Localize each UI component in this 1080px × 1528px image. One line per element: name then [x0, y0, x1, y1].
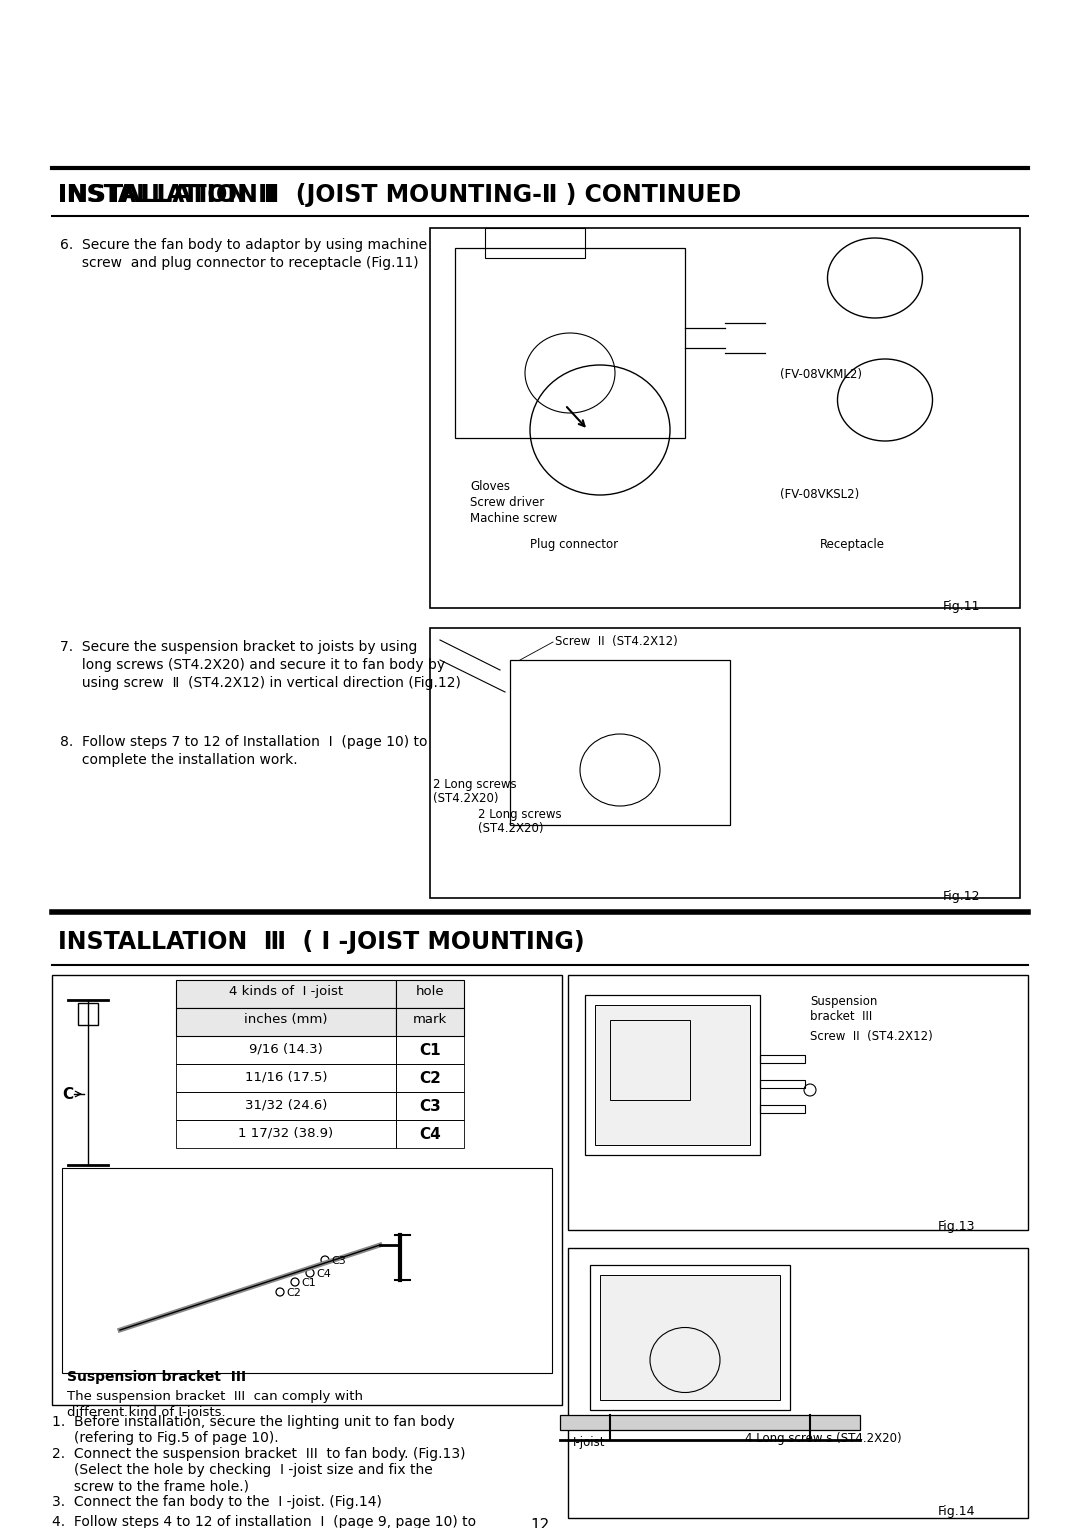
Bar [585, 995, 760, 1155]
Bar [396, 1036, 464, 1063]
Text: Fig.11: Fig.11 [943, 601, 980, 613]
Text: 2.  Connect the suspension bracket  III  to fan body. (Fig.13)
     (Select the : 2. Connect the suspension bracket III to… [52, 1447, 465, 1493]
Text: C: C [62, 1086, 73, 1102]
Text: C2: C2 [286, 1288, 301, 1297]
Text: 1.  Before installation, secure the lighting unit to fan body
     (refering to : 1. Before installation, secure the light… [52, 1415, 455, 1445]
Text: Receptacle: Receptacle [820, 538, 885, 552]
Bar [590, 1265, 789, 1410]
Text: Fig.14: Fig.14 [937, 1505, 975, 1517]
Bar [760, 1105, 805, 1112]
Text: (FV-08VKML2): (FV-08VKML2) [780, 368, 862, 380]
Text: C1: C1 [419, 1044, 441, 1057]
Bar [78, 1002, 98, 1025]
Text: 8.  Follow steps 7 to 12 of Installation  Ⅰ  (page 10) to: 8. Follow steps 7 to 12 of Installation … [60, 735, 428, 749]
Bar [568, 975, 1028, 1230]
Bar [62, 1167, 552, 1374]
Text: C2: C2 [419, 1071, 441, 1086]
Bar [176, 1008, 396, 1036]
Text: Screw  II  (ST4.2X12): Screw II (ST4.2X12) [810, 1030, 933, 1044]
Text: mark: mark [413, 1013, 447, 1025]
Text: 9/16 (14.3): 9/16 (14.3) [249, 1044, 323, 1056]
Text: INSTALLATION: INSTALLATION [58, 183, 275, 206]
Bar [568, 1248, 1028, 1517]
Bar [561, 1415, 860, 1430]
Text: complete the installation work.: complete the installation work. [60, 753, 298, 767]
Text: Screw  II  (ST4.2X12): Screw II (ST4.2X12) [555, 636, 678, 648]
Text: 4.  Follow steps 4 to 12 of installation  I  (page 9, page 10) to
     complete : 4. Follow steps 4 to 12 of installation … [52, 1514, 476, 1528]
Text: II: II [258, 183, 276, 206]
Text: using screw  Ⅱ  (ST4.2X12) in vertical direction (Fig.12): using screw Ⅱ (ST4.2X12) in vertical dir… [60, 675, 461, 691]
Text: (ST4.2X20): (ST4.2X20) [433, 792, 499, 805]
Text: Fig.12: Fig.12 [943, 889, 980, 903]
Bar [176, 1063, 396, 1093]
Text: Plug connector: Plug connector [530, 538, 618, 552]
Bar [760, 1080, 805, 1088]
Bar [610, 1021, 690, 1100]
Bar [176, 1120, 396, 1148]
Text: long screws (ST4.2X20) and secure it to fan body by: long screws (ST4.2X20) and secure it to … [60, 659, 445, 672]
Text: 31/32 (24.6): 31/32 (24.6) [245, 1099, 327, 1112]
Bar [176, 1093, 396, 1120]
Bar [176, 979, 396, 1008]
Bar [430, 628, 1020, 898]
Text: INSTALLATION  Ⅲ  ( I -JOIST MOUNTING): INSTALLATION Ⅲ ( I -JOIST MOUNTING) [58, 931, 584, 953]
Text: Suspension bracket  III: Suspension bracket III [67, 1371, 246, 1384]
Text: 12: 12 [530, 1517, 550, 1528]
Bar [176, 1036, 396, 1063]
Text: Screw driver: Screw driver [470, 497, 544, 509]
Bar [396, 1063, 464, 1093]
Text: I-joist: I-joist [573, 1436, 606, 1449]
Text: Gloves: Gloves [470, 480, 510, 494]
Text: INSTALLATION  Ⅱ  (JOIST MOUNTING-Ⅱ ) CONTINUED: INSTALLATION Ⅱ (JOIST MOUNTING-Ⅱ ) CONTI… [58, 183, 741, 206]
Text: C3: C3 [419, 1099, 441, 1114]
Text: (ST4.2X20): (ST4.2X20) [478, 822, 543, 834]
Text: 2 Long screws: 2 Long screws [478, 808, 562, 821]
Text: 1 17/32 (38.9): 1 17/32 (38.9) [239, 1128, 334, 1140]
Text: different kind of I-joists.: different kind of I-joists. [67, 1406, 226, 1420]
Bar [760, 1054, 805, 1063]
Bar [455, 248, 685, 439]
Text: 11/16 (17.5): 11/16 (17.5) [245, 1071, 327, 1083]
Text: Fig.13: Fig.13 [937, 1219, 975, 1233]
Text: 2 Long screws: 2 Long screws [433, 778, 516, 792]
Text: C3: C3 [330, 1256, 346, 1267]
Bar [396, 1093, 464, 1120]
Text: C1: C1 [301, 1277, 315, 1288]
Text: Suspension
bracket  III: Suspension bracket III [810, 995, 877, 1024]
Text: screw  and plug connector to receptacle (Fig.11): screw and plug connector to receptacle (… [60, 257, 419, 270]
Bar [595, 1005, 750, 1144]
Bar [396, 979, 464, 1008]
Bar [52, 975, 562, 1406]
Text: (FV-08VKSL2): (FV-08VKSL2) [780, 487, 860, 501]
Text: 6.  Secure the fan body to adaptor by using machine: 6. Secure the fan body to adaptor by usi… [60, 238, 427, 252]
Text: 4 Long screw s (ST4.2X20): 4 Long screw s (ST4.2X20) [745, 1432, 902, 1445]
Text: inches (mm): inches (mm) [244, 1013, 327, 1025]
Bar [510, 660, 730, 825]
Bar [430, 228, 1020, 608]
Bar [396, 1008, 464, 1036]
Text: 7.  Secure the suspension bracket to joists by using: 7. Secure the suspension bracket to jois… [60, 640, 417, 654]
Text: 3.  Connect the fan body to the  I -joist. (Fig.14): 3. Connect the fan body to the I -joist.… [52, 1494, 382, 1510]
Text: C4: C4 [419, 1128, 441, 1141]
Text: The suspension bracket  III  can comply with: The suspension bracket III can comply wi… [67, 1390, 363, 1403]
Bar [396, 1120, 464, 1148]
Text: C4: C4 [316, 1268, 330, 1279]
Text: 4 kinds of  I -joist: 4 kinds of I -joist [229, 986, 343, 998]
Bar [485, 228, 585, 258]
Text: Machine screw: Machine screw [470, 512, 557, 526]
Bar [600, 1274, 780, 1400]
Text: hole: hole [416, 986, 444, 998]
